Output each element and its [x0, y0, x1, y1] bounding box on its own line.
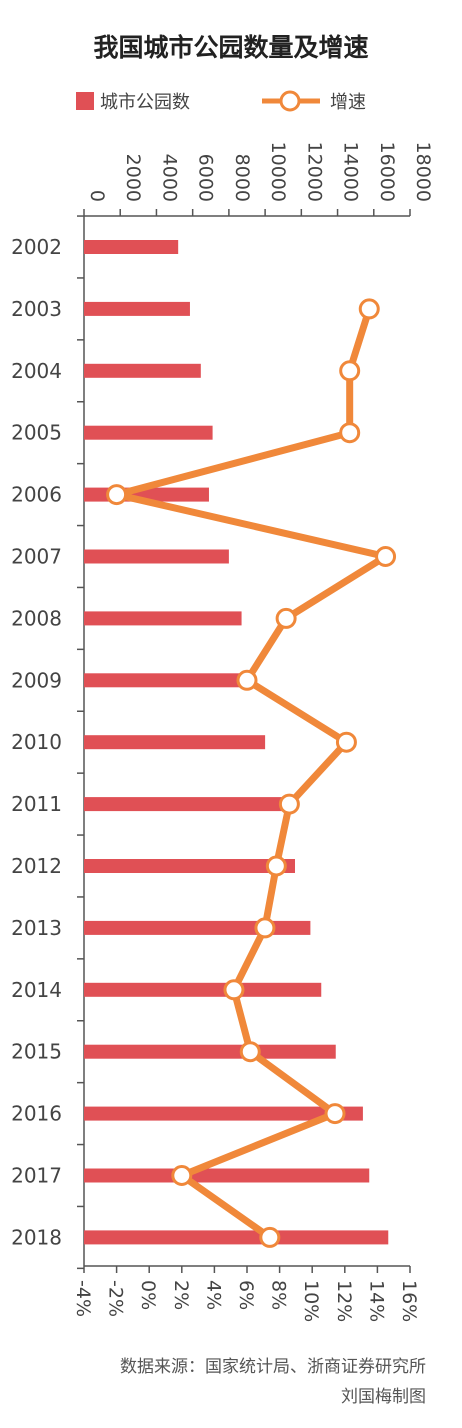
bar-2007	[84, 549, 229, 564]
growth-point-2017	[171, 1165, 193, 1186]
category-label: 2005	[11, 421, 62, 445]
bar-2011	[84, 797, 285, 812]
top-axis-tick-label: 8000	[231, 154, 253, 202]
bottom-axis-tick-label: 8%	[268, 1280, 290, 1310]
bar-2005	[84, 425, 213, 440]
category-label: 2012	[11, 854, 62, 878]
category-label: 2006	[11, 483, 62, 507]
bottom-axis-tick-label: 0%	[137, 1280, 159, 1310]
bottom-axis-tick-label: -4%	[72, 1280, 94, 1317]
bottom-axis-tick-label: -2%	[105, 1280, 127, 1317]
category-label: 2016	[11, 1102, 62, 1126]
legend-bar-label: 城市公园数	[100, 92, 190, 113]
category-label: 2009	[11, 668, 62, 692]
growth-point-2016	[324, 1103, 346, 1125]
growth-line	[113, 305, 390, 1241]
growth-point-2013	[254, 917, 276, 939]
top-axis-tick-label: 4000	[158, 154, 180, 202]
chart-title: 我国城市公园数量及增速	[93, 33, 369, 62]
category-label: 2008	[11, 606, 62, 630]
bar-2016	[84, 1106, 363, 1121]
growth-point-2006	[106, 484, 128, 506]
bottom-axis-tick-label: 4%	[202, 1280, 224, 1310]
source-note: 数据来源：国家统计局、浙商证券研究所	[120, 1357, 426, 1377]
top-axis-tick-label: 12000	[303, 142, 325, 202]
growth-point-2015	[239, 1041, 261, 1063]
top-axis-tick-label: 10000	[267, 142, 289, 202]
bottom-axis-tick-label: 14%	[365, 1280, 387, 1322]
bar-2010	[84, 735, 266, 750]
category-label: 2018	[11, 1225, 62, 1249]
category-label: 2014	[11, 978, 62, 1002]
bottom-axis-tick-label: 16%	[398, 1280, 420, 1322]
bar-2012	[84, 859, 295, 873]
bar-2015	[84, 1044, 336, 1059]
bar-2003	[84, 301, 190, 316]
top-axis-tick-label: 0	[86, 190, 108, 202]
growth-point-2003	[358, 298, 380, 320]
bar-2004	[84, 363, 201, 378]
category-label: 2013	[11, 916, 62, 940]
bar-2013	[84, 920, 311, 935]
growth-point-2014	[223, 979, 245, 1001]
bar-2014	[84, 982, 322, 997]
bar-2017	[84, 1168, 370, 1183]
category-label: 2003	[11, 297, 62, 321]
growth-point-2009	[236, 669, 258, 691]
top-axis-tick-label: 2000	[122, 154, 144, 202]
top-axis-tick-label: 18000	[412, 142, 434, 202]
top-axis-tick-label: 6000	[195, 154, 217, 202]
bar-2018	[84, 1230, 389, 1245]
bottom-axis-tick-label: 10%	[300, 1280, 322, 1322]
category-label: 2007	[11, 545, 62, 569]
category-label: 2002	[11, 235, 62, 259]
legend-bar-swatch	[76, 92, 94, 110]
growth-point-2007	[375, 546, 397, 567]
bar-2009	[84, 673, 247, 688]
growth-point-2012	[265, 855, 287, 877]
top-axis-tick-label: 14000	[340, 142, 362, 202]
legend-line-label: 增速	[330, 92, 366, 113]
growth-point-2018	[259, 1226, 281, 1248]
growth-point-2004	[339, 360, 361, 382]
bottom-axis-tick-label: 12%	[333, 1280, 355, 1322]
category-label: 2017	[11, 1164, 62, 1188]
top-axis-tick-label: 16000	[376, 142, 398, 202]
growth-point-2011	[278, 793, 300, 815]
category-label: 2010	[11, 730, 62, 754]
credit-note: 刘国梅制图	[341, 1387, 426, 1407]
growth-point-2005	[339, 422, 361, 444]
bottom-axis-tick-label: 2%	[170, 1280, 192, 1310]
bottom-axis-tick-label: 6%	[235, 1280, 257, 1310]
category-label: 2015	[11, 1040, 62, 1064]
bar-2002	[84, 240, 179, 254]
bar-2008	[84, 611, 242, 626]
category-label: 2011	[11, 792, 62, 816]
category-label: 2004	[11, 359, 62, 383]
growth-point-2010	[335, 731, 357, 753]
growth-point-2008	[275, 607, 297, 629]
